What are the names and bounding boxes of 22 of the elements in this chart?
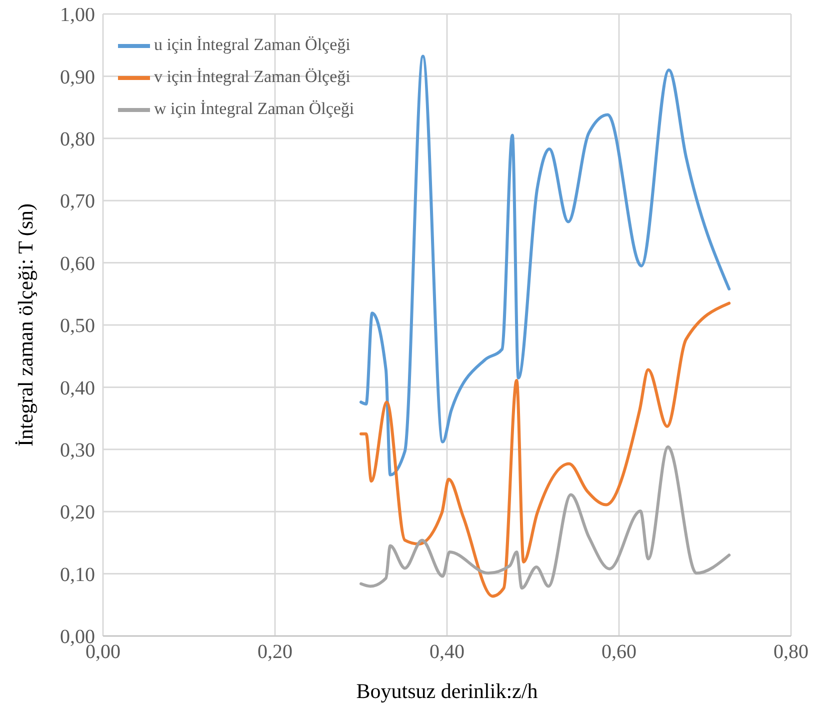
y-axis-title: İntegral zaman ölçeği: T (sn) xyxy=(13,204,38,446)
line-series xyxy=(360,445,731,590)
x-tick-label: 0,40 xyxy=(430,641,464,664)
line-series xyxy=(360,54,731,476)
y-tick-label: 0,30 xyxy=(60,440,95,462)
y-tick-label: 0,80 xyxy=(60,128,95,150)
y-tick-label: 0,60 xyxy=(60,252,95,275)
legend-label: v için İntegral Zaman Ölçeği xyxy=(154,66,350,86)
y-tick-label: 0,50 xyxy=(60,315,95,338)
x-tick-label: 0,60 xyxy=(602,641,636,664)
y-tick-label: 0,40 xyxy=(60,377,95,400)
y-tick-label: 0,20 xyxy=(60,502,95,524)
x-tick-label: 0,20 xyxy=(258,641,292,664)
x-tick-label: 0,80 xyxy=(774,641,808,664)
y-tick-label: 0,90 xyxy=(60,66,95,88)
y-tick-label: 0,10 xyxy=(60,564,95,586)
line-series xyxy=(360,302,731,598)
x-axis-title: Boyutsuz derinlik:z/h xyxy=(356,679,538,703)
legend-label: w için İntegral Zaman Ölçeği xyxy=(154,98,354,118)
y-tick-label: 0,70 xyxy=(60,190,95,213)
legend-label: u için İntegral Zaman Ölçeği xyxy=(154,34,350,54)
y-tick-label: 1,00 xyxy=(60,4,95,26)
